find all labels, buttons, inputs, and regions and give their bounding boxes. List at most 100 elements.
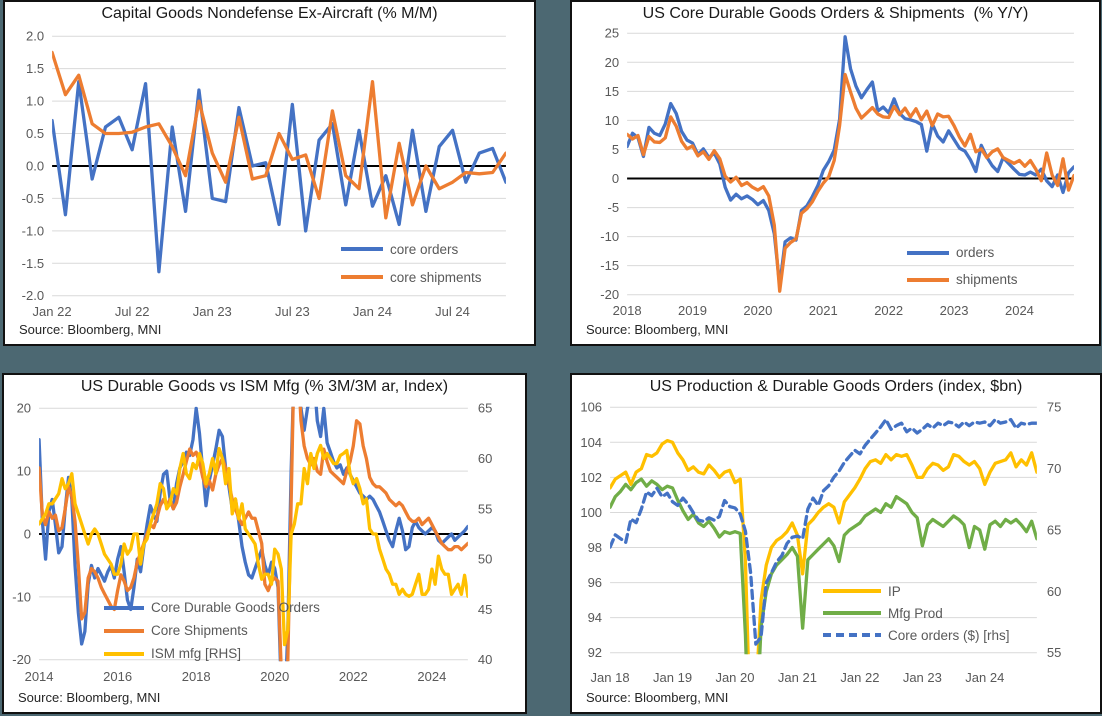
svg-text:2020: 2020 — [743, 303, 772, 318]
svg-text:45: 45 — [478, 602, 492, 617]
svg-text:75: 75 — [1047, 400, 1061, 415]
legend-swatch-shipments — [907, 277, 949, 282]
svg-text:65: 65 — [1047, 522, 1061, 537]
legend-item: core shipments — [341, 263, 482, 291]
panel-core-durables-yy: US Core Durable Goods Orders & Shipments… — [570, 0, 1101, 346]
svg-text:-15: -15 — [600, 258, 619, 273]
legend: IP Mfg Prod Core orders ($) [rhs] — [823, 580, 1010, 646]
svg-text:Jul 22: Jul 22 — [115, 304, 150, 319]
svg-text:0.0: 0.0 — [26, 158, 44, 173]
svg-text:10: 10 — [605, 113, 619, 128]
source-note: Source: Bloomberg, MNI — [19, 322, 162, 337]
svg-text:Jul 24: Jul 24 — [435, 304, 470, 319]
svg-text:25: 25 — [605, 26, 619, 41]
legend-label: Core orders ($) [rhs] — [888, 627, 1010, 643]
legend-item: IP — [823, 580, 1010, 602]
legend-swatch-core-durable-goods-orders — [104, 605, 144, 610]
plot-area: 92 94 96 98 100 102 104 106 55 60 65 70 75 Jan 18 Jan … — [580, 400, 1061, 685]
chart-title: US Durable Goods vs ISM Mfg (% 3M/3M ar,… — [80, 378, 449, 395]
svg-text:-10: -10 — [600, 229, 619, 244]
svg-text:0.5: 0.5 — [26, 126, 44, 141]
svg-text:-10: -10 — [12, 589, 31, 604]
legend-item: Mfg Prod — [823, 602, 1010, 624]
source-note: Source: Bloomberg, MNI — [586, 690, 729, 705]
svg-text:96: 96 — [588, 575, 602, 590]
source-note: Source: Bloomberg, MNI — [18, 690, 161, 705]
legend-label: Core Shipments — [151, 623, 248, 638]
svg-text:-1.0: -1.0 — [22, 223, 44, 238]
legend-item: Core Shipments — [104, 619, 320, 642]
legend-swatch-ism-mfg — [104, 651, 144, 656]
legend-label: orders — [956, 245, 995, 260]
svg-text:2024: 2024 — [1005, 303, 1034, 318]
svg-text:94: 94 — [588, 610, 602, 625]
svg-text:Jan 18: Jan 18 — [591, 670, 630, 685]
svg-text:2014: 2014 — [25, 669, 54, 684]
legend-label: shipments — [956, 272, 1018, 287]
legend-item: ISM mfg [RHS] — [104, 642, 320, 665]
svg-text:Jan 22: Jan 22 — [840, 670, 879, 685]
svg-text:2.0: 2.0 — [26, 29, 44, 44]
legend-swatch-ip — [823, 589, 881, 593]
svg-text:15: 15 — [605, 84, 619, 99]
svg-text:-0.5: -0.5 — [22, 191, 44, 206]
legend-swatch-core-shipments — [104, 628, 144, 633]
legend-item: orders — [907, 239, 1018, 266]
svg-text:2023: 2023 — [940, 303, 969, 318]
svg-text:10: 10 — [17, 464, 31, 479]
chart-title: Capital Goods Nondefense Ex-Aircraft (% … — [101, 5, 438, 22]
svg-text:-5: -5 — [608, 200, 620, 215]
legend-swatch-core-shipments — [341, 275, 383, 279]
svg-text:106: 106 — [580, 400, 602, 415]
svg-text:Jan 22: Jan 22 — [33, 304, 72, 319]
svg-text:2018: 2018 — [613, 303, 642, 318]
svg-text:102: 102 — [580, 470, 602, 485]
svg-text:Jan 20: Jan 20 — [715, 670, 754, 685]
legend: orders shipments — [907, 239, 1018, 293]
svg-text:1.5: 1.5 — [26, 61, 44, 76]
svg-text:2022: 2022 — [874, 303, 903, 318]
svg-text:65: 65 — [478, 401, 492, 416]
svg-text:Jan 24: Jan 24 — [353, 304, 392, 319]
svg-text:2024: 2024 — [417, 669, 446, 684]
source-note: Source: Bloomberg, MNI — [586, 322, 729, 337]
legend-swatch-core-orders — [341, 247, 383, 251]
svg-text:60: 60 — [1047, 584, 1061, 599]
panel-durables-vs-ism: US Durable Goods vs ISM Mfg (% 3M/3M ar,… — [2, 373, 527, 714]
legend-item: Core Durable Goods Orders — [104, 596, 320, 619]
svg-text:40: 40 — [478, 652, 492, 667]
plot-area: -20 -10 0 10 20 40 45 50 55 60 65 2014 2016 2018 2020 2… — [12, 401, 492, 684]
svg-text:70: 70 — [1047, 461, 1061, 476]
svg-text:50: 50 — [478, 552, 492, 567]
svg-text:Jan 24: Jan 24 — [965, 670, 1004, 685]
svg-text:0: 0 — [24, 526, 31, 541]
svg-text:100: 100 — [580, 505, 602, 520]
chart-title: US Core Durable Goods Orders & Shipments… — [642, 5, 1029, 22]
svg-text:-20: -20 — [600, 287, 619, 302]
panel-capital-goods-mm: Capital Goods Nondefense Ex-Aircraft (% … — [3, 0, 536, 346]
svg-text:20: 20 — [17, 401, 31, 416]
svg-text:Jan 23: Jan 23 — [903, 670, 942, 685]
svg-text:104: 104 — [580, 435, 602, 450]
legend-label: core orders — [390, 241, 459, 257]
legend-swatch-orders — [907, 250, 949, 255]
svg-text:0: 0 — [612, 171, 619, 186]
legend-label: Mfg Prod — [888, 605, 943, 621]
legend-swatch-core-orders-rhs — [823, 633, 881, 637]
svg-text:1.0: 1.0 — [26, 94, 44, 109]
legend-item: shipments — [907, 266, 1018, 293]
legend: core orders core shipments — [341, 235, 482, 291]
svg-text:55: 55 — [1047, 645, 1061, 660]
legend-label: core shipments — [390, 269, 482, 285]
svg-text:-1.5: -1.5 — [22, 256, 44, 271]
svg-text:Jan 21: Jan 21 — [778, 670, 817, 685]
legend-label: IP — [888, 583, 901, 599]
svg-text:Jan 19: Jan 19 — [653, 670, 692, 685]
svg-text:2016: 2016 — [103, 669, 132, 684]
legend: Core Durable Goods Orders Core Shipments… — [104, 596, 320, 665]
legend-label: Core Durable Goods Orders — [151, 600, 320, 615]
svg-text:2021: 2021 — [809, 303, 838, 318]
svg-text:-2.0: -2.0 — [22, 288, 44, 303]
plot-area: -2.0 -1.5 -1.0 -0.5 0.0 0.5 1.0 1.5 2.0 Jan 22 Jul… — [22, 29, 506, 319]
legend-swatch-mfg-prod — [823, 611, 881, 615]
